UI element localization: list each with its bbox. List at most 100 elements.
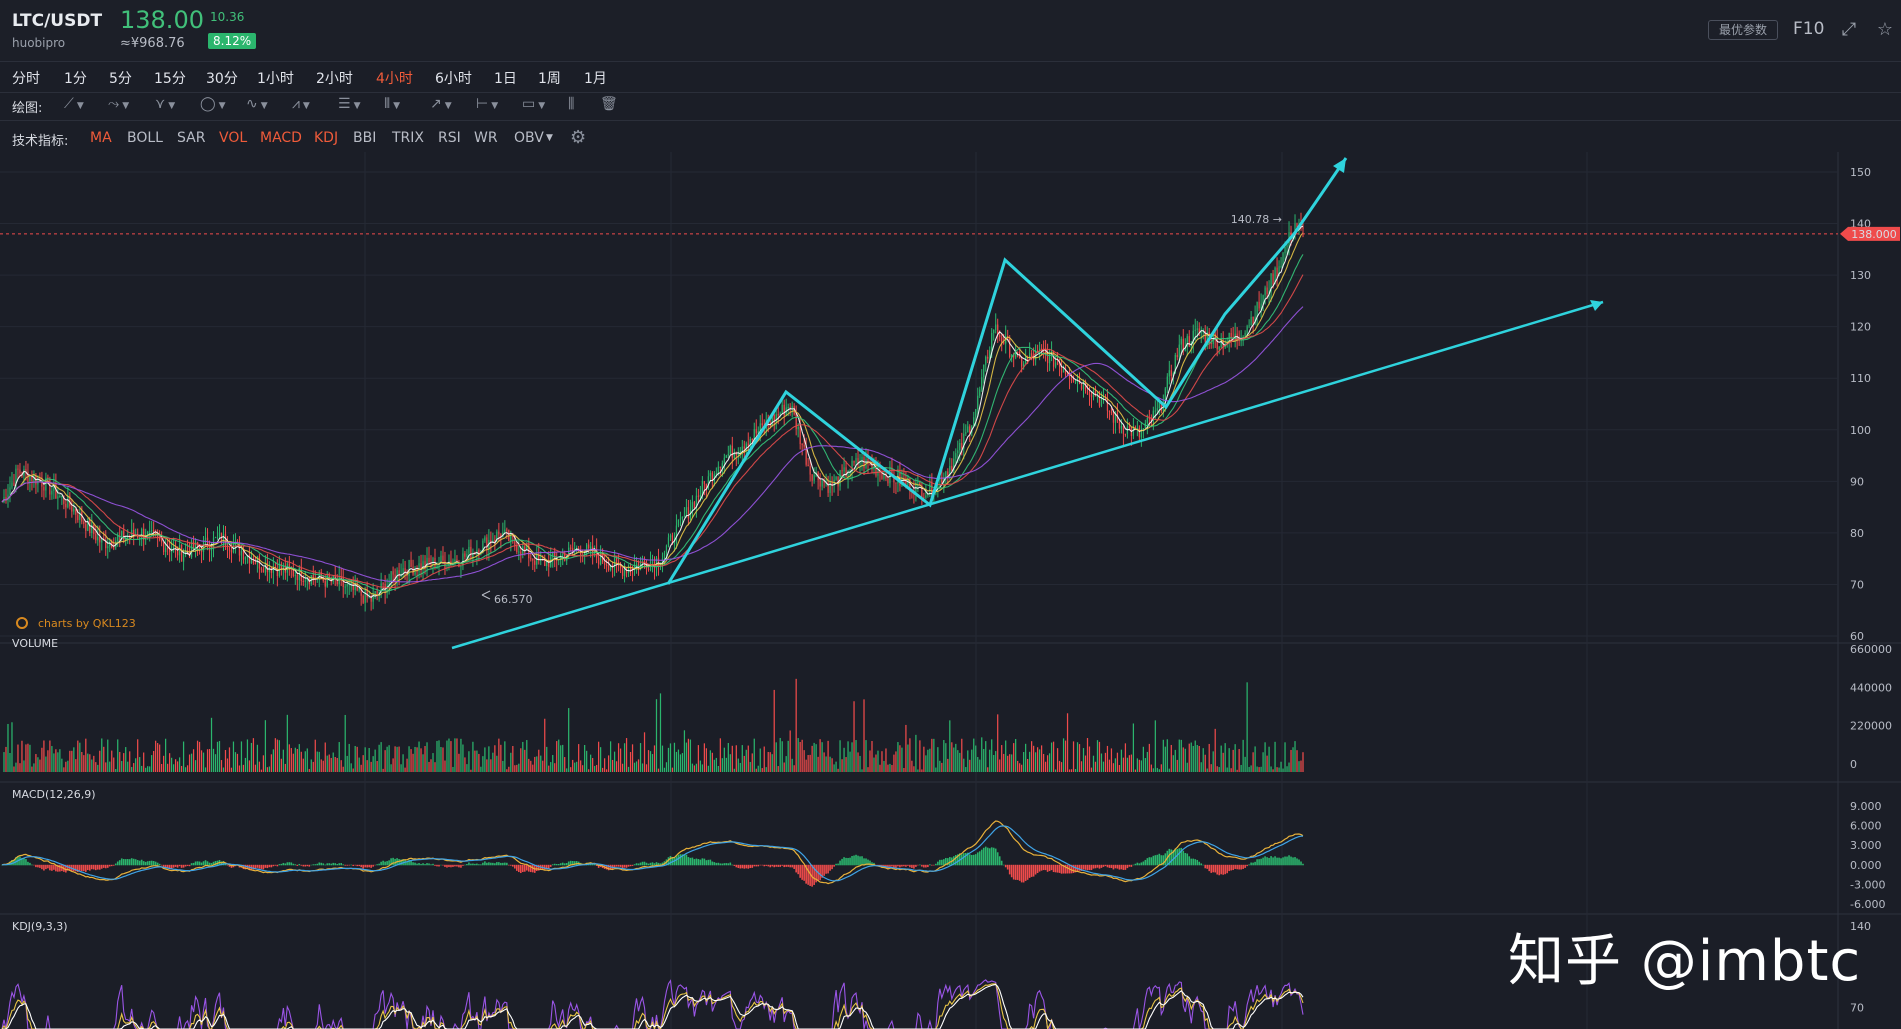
macd-bar xyxy=(460,864,462,868)
pattern-icon[interactable]: ⩘ ▼ xyxy=(292,96,310,112)
volume-bar xyxy=(123,753,125,772)
macd-bar xyxy=(941,859,943,866)
fullscreen-icon[interactable]: ⤢ xyxy=(1841,19,1857,40)
indicator-vol[interactable]: VOL xyxy=(219,130,248,146)
vertical-lines-icon[interactable]: ⦀ ▼ xyxy=(384,96,401,112)
timeframe-tab[interactable]: 1小时 xyxy=(257,71,294,87)
indicator-ma[interactable]: MA xyxy=(90,130,112,146)
macd-bar xyxy=(569,860,572,866)
wave-icon[interactable]: ∿ ▼ xyxy=(246,96,268,112)
volume-bar xyxy=(528,758,530,772)
indicator-rsi[interactable]: RSI xyxy=(438,130,461,146)
volume-bar xyxy=(1046,755,1049,772)
fork-icon[interactable]: ⋎ ▼ xyxy=(155,96,176,112)
price-tick-label: 100 xyxy=(1850,424,1871,437)
volume-bar xyxy=(829,756,831,772)
indicator-wr[interactable]: WR xyxy=(474,130,498,146)
f10-button[interactable]: F10 xyxy=(1793,19,1825,39)
timeframe-tab[interactable]: 30分 xyxy=(206,71,238,87)
fib-icon[interactable]: ☰ ▼ xyxy=(338,96,361,112)
candle-body xyxy=(9,487,11,495)
macd-bar xyxy=(1238,864,1240,870)
macd-bar xyxy=(703,858,706,866)
ray-icon[interactable]: ⤳ ▼ xyxy=(108,96,130,112)
macd-bar xyxy=(408,859,410,866)
chart-area[interactable]: 60708090100110120130140150138.000140.78 … xyxy=(0,152,1901,1029)
candle-body xyxy=(302,581,304,583)
volume-bar xyxy=(989,749,991,772)
range-icon[interactable]: ⊢ ▼ xyxy=(476,96,499,112)
volume-bar xyxy=(97,764,99,772)
candle-body xyxy=(466,553,468,557)
trading-pair[interactable]: LTC/USDT xyxy=(12,11,103,31)
candle-body xyxy=(813,474,815,481)
candle-body xyxy=(919,481,921,486)
trash-icon[interactable]: 🗑 xyxy=(600,96,618,112)
timeframe-tab[interactable]: 15分 xyxy=(154,71,186,87)
indicator-obv[interactable]: OBV xyxy=(514,130,544,146)
price-tick-label: 90 xyxy=(1850,475,1864,488)
macd-bar xyxy=(821,864,823,878)
arrow-icon[interactable]: ↗ ▼ xyxy=(430,96,452,112)
volume-bar xyxy=(63,767,65,772)
timeframe-tab[interactable]: 1分 xyxy=(64,71,87,87)
macd-bar xyxy=(104,864,107,869)
volume-bar xyxy=(182,741,185,772)
indicator-macd[interactable]: MACD xyxy=(260,130,302,146)
volume-bar xyxy=(1005,740,1007,772)
candle-body xyxy=(607,565,610,571)
volume-bar xyxy=(240,741,243,772)
candle-body xyxy=(530,558,532,560)
candle-body xyxy=(777,414,779,416)
timeframe-tab[interactable]: 1周 xyxy=(538,71,561,87)
indicator-trix[interactable]: TRIX xyxy=(392,130,424,146)
timeframe-tab-active[interactable]: 4小时 xyxy=(376,71,413,87)
volume-bar xyxy=(302,758,304,772)
timeframe-tab[interactable]: 1月 xyxy=(584,71,607,87)
volume-bar xyxy=(426,742,428,772)
timeframe-tab[interactable]: 5分 xyxy=(109,71,132,87)
volume-bar xyxy=(3,752,5,772)
trend-line-icon[interactable]: ⟋ ▼ xyxy=(64,96,84,112)
macd-bar xyxy=(324,864,327,866)
volume-bar xyxy=(1013,743,1015,772)
candle-body xyxy=(586,544,588,553)
candle-body xyxy=(1011,354,1013,358)
macd-bar xyxy=(637,863,640,866)
indicator-kdj[interactable]: KDJ xyxy=(314,130,339,146)
macd-bar xyxy=(79,864,81,871)
volume-bar xyxy=(949,720,951,772)
candle-body xyxy=(893,475,895,483)
candle-body xyxy=(619,566,622,569)
candle-body xyxy=(418,563,420,572)
volume-bar xyxy=(743,755,745,772)
candle-body xyxy=(182,555,185,562)
ellipse-icon[interactable]: ◯ ▼ xyxy=(200,96,226,112)
candle-body xyxy=(526,545,528,550)
candle-body xyxy=(172,546,175,551)
wave-extension xyxy=(1292,157,1348,235)
candle-body xyxy=(1112,412,1115,423)
candle-body xyxy=(671,535,674,544)
bars-icon[interactable]: ⫼ xyxy=(568,96,575,112)
macd-bar xyxy=(1102,864,1105,867)
timeframe-tab[interactable]: 2小时 xyxy=(316,71,353,87)
gear-icon[interactable]: ⚙ xyxy=(570,127,587,148)
comment-icon[interactable]: ▭ ▼ xyxy=(522,96,546,112)
macd-bar xyxy=(270,864,273,868)
timeframe-tab[interactable]: 6小时 xyxy=(435,71,472,87)
volume-bar xyxy=(1238,749,1240,772)
candle-body xyxy=(789,407,791,409)
macd-bar xyxy=(114,863,117,866)
volume-bar xyxy=(135,758,137,772)
timeframe-tab[interactable]: 1日 xyxy=(494,71,517,87)
candle-body xyxy=(562,554,564,556)
obv-dropdown-icon[interactable]: ▼ xyxy=(546,133,553,143)
timeframe-tab[interactable]: 分时 xyxy=(12,71,40,87)
optimal-params-button[interactable]: 最优参数 xyxy=(1708,20,1779,40)
indicator-boll[interactable]: BOLL xyxy=(127,130,163,146)
indicator-bbi[interactable]: BBI xyxy=(353,130,377,146)
macd-bar xyxy=(1278,857,1280,866)
indicator-sar[interactable]: SAR xyxy=(177,130,206,146)
star-icon[interactable]: ☆ xyxy=(1876,19,1894,40)
